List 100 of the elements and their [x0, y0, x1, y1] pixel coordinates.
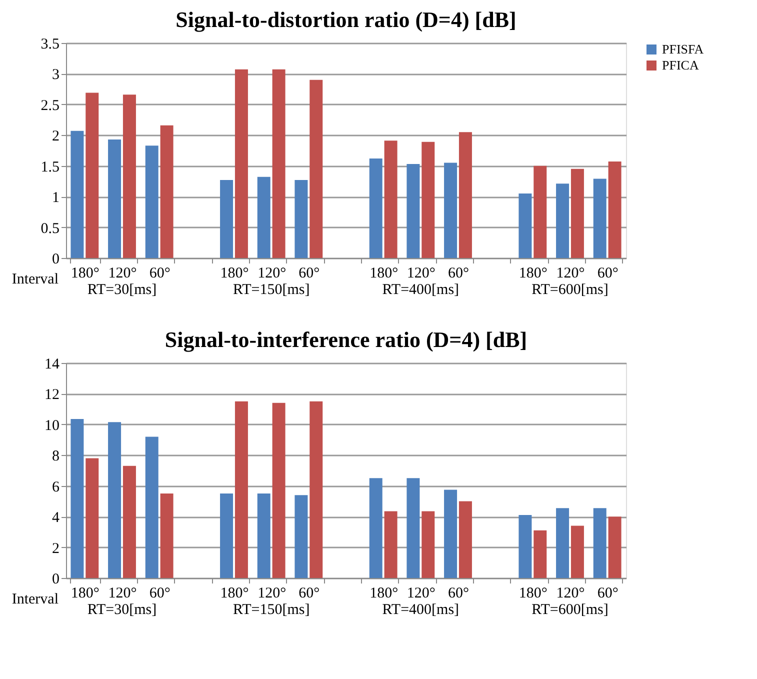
y-tick-label: 8	[52, 448, 60, 465]
legend-label: PFICA	[662, 58, 700, 72]
x-tick-label: 180°	[220, 586, 249, 602]
text: RT=30[ms]	[87, 282, 157, 298]
x-axis-title: Interval	[12, 592, 58, 608]
bar	[406, 164, 420, 258]
text: RT=150[ms]	[232, 282, 310, 298]
x-tick-label: 180°	[370, 586, 398, 602]
bar	[294, 180, 308, 258]
x-tick-label: 60°	[298, 266, 320, 282]
bar	[422, 511, 435, 578]
y-tick-label: 0	[52, 252, 60, 268]
bar	[518, 515, 532, 578]
bar	[86, 92, 99, 258]
y-tick-label: 4	[52, 510, 60, 526]
bar	[534, 166, 547, 258]
bar	[272, 402, 286, 578]
x-tick-label: 120°	[406, 266, 436, 282]
bar	[556, 184, 570, 258]
bar	[384, 140, 398, 258]
bar	[310, 401, 323, 578]
y-tick-label: 2.5	[40, 98, 60, 114]
y-tick-label: 3	[52, 67, 60, 84]
bar	[160, 125, 174, 258]
chart-title: Signal-to-interference ratio (D=4) [dB]	[164, 327, 528, 352]
bar	[534, 530, 547, 578]
bar	[608, 516, 622, 578]
x-tick-label: 180°	[518, 586, 548, 602]
bar	[458, 501, 472, 578]
bar	[220, 180, 234, 258]
bar	[272, 69, 286, 258]
y-tick-label: 0.5	[40, 220, 60, 237]
bar	[593, 508, 606, 578]
bar	[122, 466, 136, 578]
y-tick-label: 0	[52, 572, 60, 588]
y-tick-label: 1.5	[40, 159, 60, 176]
x-tick-label: 180°	[370, 266, 398, 282]
y-tick-label: 2	[52, 540, 60, 557]
bar	[310, 80, 323, 258]
bar	[108, 139, 122, 258]
y-tick-label: 10	[44, 418, 60, 434]
bar	[86, 458, 99, 578]
x-tick-label: 60°	[448, 586, 469, 602]
bar	[608, 162, 622, 258]
text: RT=30[ms]	[87, 602, 157, 618]
x-axis-title: Interval	[12, 272, 58, 288]
y-tick-label: 3.5	[40, 36, 60, 52]
x-tick-label: 60°	[298, 586, 320, 602]
bar	[70, 130, 84, 258]
bar	[122, 94, 136, 258]
x-tick-label: 60°	[149, 266, 170, 282]
x-tick-label: 120°	[108, 586, 137, 602]
x-tick-label: 120°	[108, 266, 137, 282]
x-tick-label: 60°	[149, 586, 170, 602]
bar	[145, 436, 158, 578]
bar	[234, 401, 248, 578]
bar	[257, 176, 270, 258]
y-tick-label: 6	[52, 479, 60, 496]
text: RT=400[ms]	[382, 282, 460, 298]
text: RT=600[ms]	[532, 602, 608, 618]
y-tick-label: 14	[44, 356, 60, 372]
chart-title: Signal-to-distortion ratio (D=4) [dB]	[176, 7, 516, 32]
bar	[458, 132, 472, 258]
y-tick-label: 2	[52, 128, 60, 145]
bar	[257, 494, 270, 578]
bar	[145, 146, 158, 258]
y-tick-label: 12	[44, 387, 60, 404]
x-tick-label: 120°	[556, 266, 585, 282]
bar	[593, 178, 606, 258]
x-tick-label: 180°	[220, 266, 249, 282]
bar	[70, 419, 84, 578]
y-tick-label: 1	[52, 190, 60, 206]
bar	[444, 162, 458, 258]
x-tick-label: 120°	[406, 586, 436, 602]
text: RT=600[ms]	[532, 282, 608, 298]
x-tick-label: 180°	[70, 586, 100, 602]
bar	[570, 168, 584, 258]
x-tick-label: 180°	[70, 266, 100, 282]
bar	[294, 495, 308, 578]
bar	[220, 494, 234, 578]
x-tick-label: 120°	[556, 586, 585, 602]
text: RT=400[ms]	[382, 602, 460, 618]
bar	[384, 511, 398, 578]
x-tick-label: 120°	[258, 266, 286, 282]
x-tick-label: 60°	[597, 266, 618, 282]
x-tick-label: 180°	[518, 266, 548, 282]
x-tick-label: 120°	[258, 586, 286, 602]
bar	[234, 69, 248, 258]
bar	[556, 508, 570, 578]
x-tick-label: 60°	[597, 586, 618, 602]
legend-label: PFISFA	[662, 42, 704, 56]
bar	[406, 478, 420, 578]
text: RT=150[ms]	[232, 602, 310, 618]
bar	[108, 422, 122, 578]
bar	[570, 526, 584, 578]
bar	[369, 158, 382, 258]
bar	[160, 494, 174, 578]
bar	[369, 478, 382, 578]
x-tick-label: 60°	[448, 266, 469, 282]
bar	[518, 194, 532, 258]
